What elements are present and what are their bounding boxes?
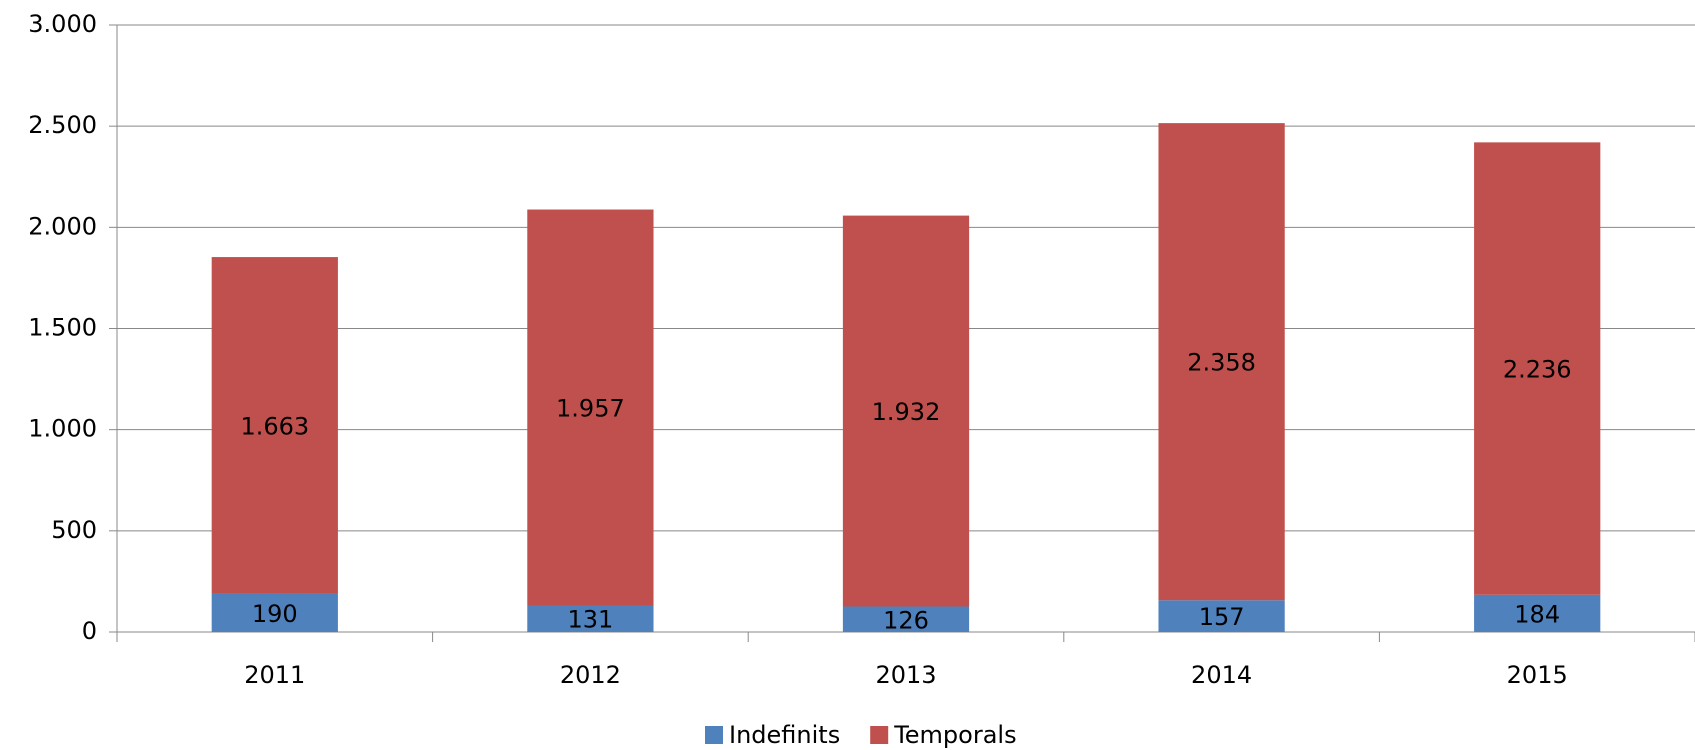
data-label: 126 xyxy=(883,606,929,634)
y-tick-label: 2.000 xyxy=(28,212,97,240)
bar-segment xyxy=(842,215,970,607)
bar-segment xyxy=(211,593,338,632)
data-label: 2.236 xyxy=(1503,356,1572,384)
y-tick-label: 3.000 xyxy=(28,10,97,38)
bar-segment xyxy=(1474,594,1601,632)
bar-segment xyxy=(1474,142,1601,595)
legend-label: Indefinits xyxy=(729,721,840,749)
data-label: 1.932 xyxy=(872,398,941,426)
y-tick-label: 2.500 xyxy=(28,111,97,139)
data-label: 1.663 xyxy=(240,412,309,440)
legend-label: Temporals xyxy=(893,721,1016,749)
data-label: 190 xyxy=(252,600,298,628)
bar-segment xyxy=(211,257,338,594)
legend-swatch xyxy=(870,726,889,744)
data-label: 1.957 xyxy=(556,395,625,423)
bar-segment xyxy=(1158,123,1285,601)
data-label: 184 xyxy=(1514,600,1560,628)
x-tick-label: 2012 xyxy=(560,661,621,689)
x-tick-label: 2014 xyxy=(1191,661,1252,689)
x-tick-label: 2015 xyxy=(1507,661,1568,689)
x-tick-label: 2011 xyxy=(244,661,305,689)
y-tick-label: 1.500 xyxy=(28,314,97,342)
data-label: 157 xyxy=(1199,603,1245,631)
y-tick-label: 0 xyxy=(82,617,97,645)
data-label: 131 xyxy=(567,606,613,634)
bar-segment xyxy=(527,209,654,606)
x-tick-label: 2013 xyxy=(875,661,936,689)
bar-segment xyxy=(842,606,970,632)
y-tick-label: 1.000 xyxy=(28,415,97,443)
bar-segment xyxy=(1158,600,1285,632)
bar-segment xyxy=(527,605,654,632)
legend-swatch xyxy=(705,726,723,744)
y-tick-label: 500 xyxy=(51,516,97,544)
data-label: 2.358 xyxy=(1187,349,1256,377)
